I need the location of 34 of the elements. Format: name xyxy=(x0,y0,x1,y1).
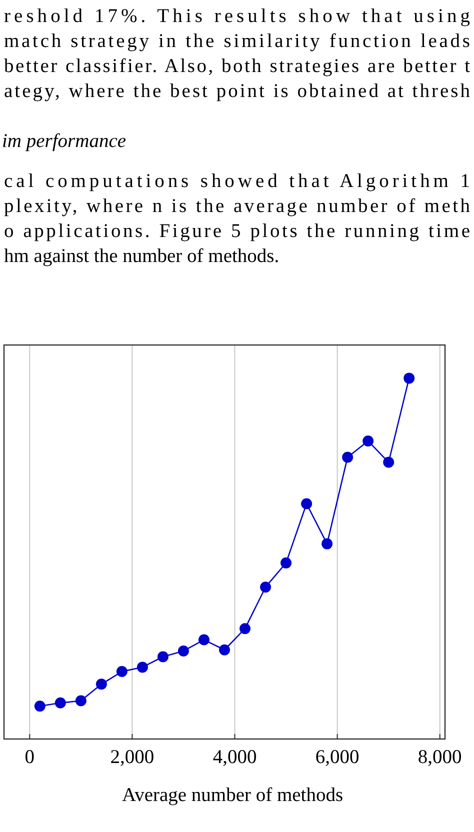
point xyxy=(280,557,292,568)
text: im performance xyxy=(2,131,126,152)
text: better classifier. Also, both strategies are better t xyxy=(4,56,471,77)
point xyxy=(198,634,210,646)
point xyxy=(301,498,312,510)
point xyxy=(178,645,189,656)
text: ategy, where the best point is obtained at thresh xyxy=(4,81,470,102)
point xyxy=(116,666,128,678)
x-axis-title: Average number of methods xyxy=(122,785,344,806)
point xyxy=(75,695,86,706)
point xyxy=(136,662,148,673)
x-tick-label: 4,000 xyxy=(212,747,257,768)
point xyxy=(322,538,333,550)
point xyxy=(260,582,272,593)
point xyxy=(404,372,415,384)
point xyxy=(54,697,66,708)
x-tick-label: 8,000 xyxy=(418,747,462,768)
point xyxy=(34,700,46,712)
point xyxy=(219,644,230,656)
point xyxy=(157,651,168,662)
text: match strategy in the similarity function leads xyxy=(4,31,470,52)
point xyxy=(342,452,354,463)
point xyxy=(383,456,394,468)
text: o applications. Figure 5 plots the running time xyxy=(4,221,470,242)
text: cal computations showed that Algorithm 1 xyxy=(4,171,470,192)
x-tick-label: 2,000 xyxy=(110,747,154,768)
x-tick-label: 0 xyxy=(24,747,35,768)
text: reshold 17%. This results show that using xyxy=(4,6,470,27)
point xyxy=(362,435,374,446)
point xyxy=(240,623,251,634)
x-tick-label: 6,000 xyxy=(315,747,360,768)
text: plexity, where n is the average number of meth xyxy=(4,196,470,217)
point xyxy=(96,678,107,690)
text: hm against the number of methods. xyxy=(4,246,280,267)
